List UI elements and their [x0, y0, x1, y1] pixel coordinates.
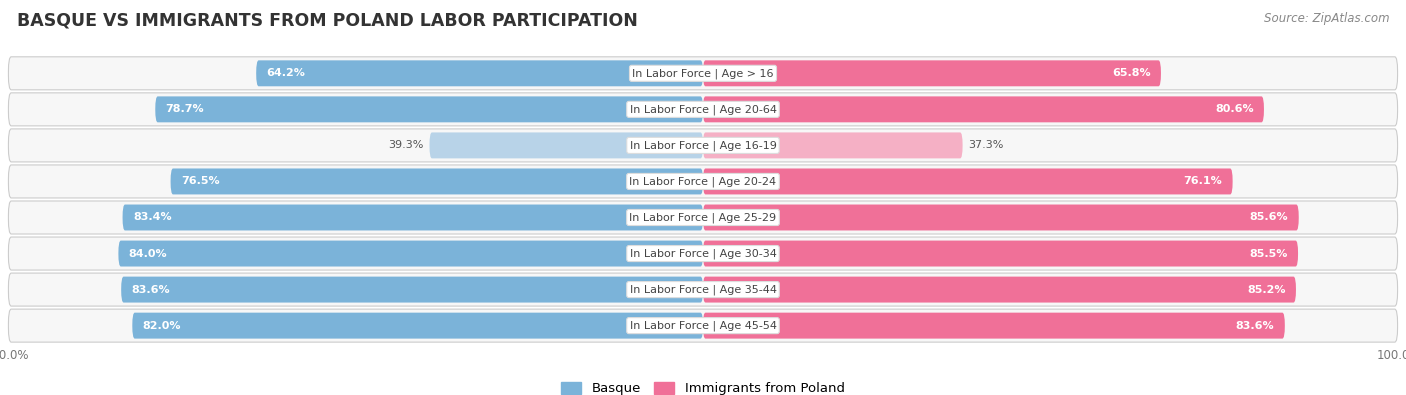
Text: In Labor Force | Age 30-34: In Labor Force | Age 30-34 [630, 248, 776, 259]
FancyBboxPatch shape [8, 309, 1398, 342]
FancyBboxPatch shape [703, 132, 963, 158]
FancyBboxPatch shape [8, 93, 1398, 126]
FancyBboxPatch shape [132, 313, 703, 339]
FancyBboxPatch shape [703, 276, 1296, 303]
Text: In Labor Force | Age 35-44: In Labor Force | Age 35-44 [630, 284, 776, 295]
FancyBboxPatch shape [8, 237, 1398, 270]
FancyBboxPatch shape [703, 60, 1161, 86]
FancyBboxPatch shape [8, 57, 1398, 90]
FancyBboxPatch shape [429, 132, 703, 158]
FancyBboxPatch shape [8, 273, 1398, 306]
Text: 85.5%: 85.5% [1250, 248, 1288, 259]
FancyBboxPatch shape [8, 129, 1398, 162]
Text: 85.6%: 85.6% [1250, 213, 1288, 222]
Text: 80.6%: 80.6% [1215, 104, 1254, 115]
FancyBboxPatch shape [703, 96, 1264, 122]
Text: 64.2%: 64.2% [267, 68, 305, 78]
Text: 65.8%: 65.8% [1112, 68, 1150, 78]
Text: 78.7%: 78.7% [166, 104, 204, 115]
FancyBboxPatch shape [118, 241, 703, 267]
FancyBboxPatch shape [8, 165, 1398, 198]
Text: 84.0%: 84.0% [129, 248, 167, 259]
Text: In Labor Force | Age 20-64: In Labor Force | Age 20-64 [630, 104, 776, 115]
Text: 85.2%: 85.2% [1247, 284, 1285, 295]
Text: 83.6%: 83.6% [132, 284, 170, 295]
Text: In Labor Force | Age 20-24: In Labor Force | Age 20-24 [630, 176, 776, 187]
Text: BASQUE VS IMMIGRANTS FROM POLAND LABOR PARTICIPATION: BASQUE VS IMMIGRANTS FROM POLAND LABOR P… [17, 12, 638, 30]
Text: 76.5%: 76.5% [181, 177, 219, 186]
Text: 37.3%: 37.3% [969, 140, 1004, 150]
FancyBboxPatch shape [170, 169, 703, 194]
FancyBboxPatch shape [121, 276, 703, 303]
Legend: Basque, Immigrants from Poland: Basque, Immigrants from Poland [557, 376, 849, 395]
Text: 39.3%: 39.3% [388, 140, 425, 150]
Text: In Labor Force | Age 25-29: In Labor Force | Age 25-29 [630, 212, 776, 223]
FancyBboxPatch shape [8, 201, 1398, 234]
Text: 76.1%: 76.1% [1184, 177, 1222, 186]
FancyBboxPatch shape [155, 96, 703, 122]
Text: Source: ZipAtlas.com: Source: ZipAtlas.com [1264, 12, 1389, 25]
Text: 83.6%: 83.6% [1236, 321, 1274, 331]
FancyBboxPatch shape [256, 60, 703, 86]
Text: In Labor Force | Age > 16: In Labor Force | Age > 16 [633, 68, 773, 79]
Text: 83.4%: 83.4% [134, 213, 172, 222]
FancyBboxPatch shape [703, 169, 1233, 194]
FancyBboxPatch shape [703, 241, 1298, 267]
FancyBboxPatch shape [703, 205, 1299, 230]
Text: In Labor Force | Age 45-54: In Labor Force | Age 45-54 [630, 320, 776, 331]
FancyBboxPatch shape [703, 313, 1285, 339]
FancyBboxPatch shape [122, 205, 703, 230]
Text: 82.0%: 82.0% [143, 321, 181, 331]
Text: In Labor Force | Age 16-19: In Labor Force | Age 16-19 [630, 140, 776, 150]
